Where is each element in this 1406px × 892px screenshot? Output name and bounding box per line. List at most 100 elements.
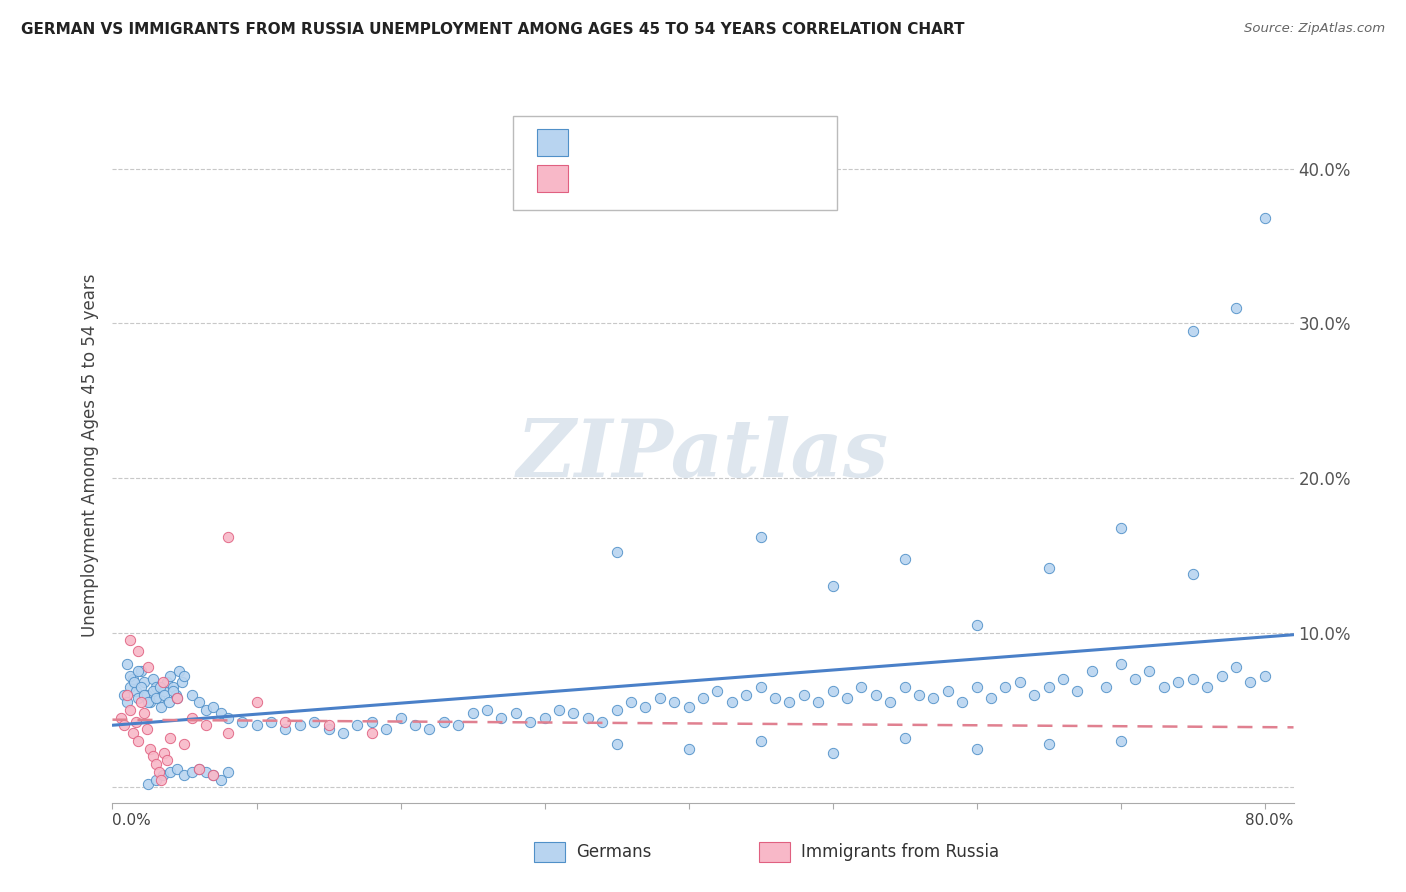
- Point: [115, 688, 138, 702]
- Point: [134, 675, 156, 690]
- Point: [1197, 680, 1219, 694]
- Point: [1181, 324, 1204, 338]
- Point: [591, 715, 613, 730]
- Point: [127, 644, 149, 658]
- Point: [115, 657, 138, 671]
- Point: [678, 741, 700, 756]
- Point: [1109, 520, 1132, 534]
- Point: [1052, 672, 1074, 686]
- Point: [142, 672, 165, 686]
- Point: [893, 551, 915, 566]
- Point: [692, 690, 714, 705]
- Point: [1153, 680, 1175, 694]
- Point: [274, 722, 297, 736]
- Text: N =: N =: [703, 169, 742, 187]
- Point: [118, 680, 141, 694]
- Point: [159, 764, 181, 779]
- Point: [418, 722, 440, 736]
- Point: [821, 579, 844, 593]
- Point: [153, 747, 176, 761]
- Point: [112, 688, 135, 702]
- Point: [505, 706, 527, 720]
- Point: [1181, 672, 1204, 686]
- Point: [375, 722, 398, 736]
- Point: [706, 684, 728, 698]
- Point: [1066, 684, 1088, 698]
- Point: [180, 764, 202, 779]
- Point: [548, 703, 571, 717]
- Point: [720, 695, 742, 709]
- Point: [136, 688, 159, 702]
- Point: [966, 680, 988, 694]
- Point: [274, 715, 297, 730]
- Point: [260, 715, 283, 730]
- Point: [148, 690, 170, 705]
- Point: [129, 665, 152, 679]
- Point: [1038, 737, 1060, 751]
- Point: [153, 688, 176, 702]
- Point: [195, 718, 218, 732]
- Point: [129, 680, 152, 694]
- Point: [166, 690, 188, 705]
- Point: [145, 690, 167, 705]
- Point: [606, 737, 628, 751]
- Point: [202, 768, 225, 782]
- Point: [533, 711, 555, 725]
- Point: [1095, 680, 1118, 694]
- Point: [180, 688, 202, 702]
- Point: [156, 752, 179, 766]
- Point: [148, 764, 170, 779]
- Point: [142, 749, 165, 764]
- Point: [173, 737, 195, 751]
- Point: [346, 718, 368, 732]
- Point: [202, 700, 225, 714]
- Point: [136, 722, 159, 736]
- Text: Source: ZipAtlas.com: Source: ZipAtlas.com: [1244, 22, 1385, 36]
- Point: [159, 669, 181, 683]
- Point: [360, 715, 382, 730]
- Point: [749, 680, 772, 694]
- Point: [138, 695, 160, 709]
- Point: [778, 695, 800, 709]
- Point: [157, 695, 180, 709]
- Point: [145, 680, 167, 694]
- Text: Germans: Germans: [576, 843, 652, 861]
- Point: [129, 695, 152, 709]
- Point: [245, 718, 267, 732]
- Text: 147: 147: [752, 134, 790, 152]
- Point: [121, 726, 143, 740]
- Point: [166, 690, 188, 705]
- Point: [152, 675, 174, 690]
- Point: [195, 764, 218, 779]
- Point: [749, 530, 772, 544]
- Point: [173, 768, 195, 782]
- Point: [134, 688, 156, 702]
- Point: [664, 695, 686, 709]
- Point: [167, 665, 190, 679]
- Point: [245, 695, 267, 709]
- Point: [1008, 675, 1031, 690]
- Point: [166, 762, 188, 776]
- Point: [1254, 669, 1277, 683]
- Point: [491, 711, 513, 725]
- Point: [1211, 669, 1233, 683]
- Text: ZIPatlas: ZIPatlas: [517, 417, 889, 493]
- Point: [187, 762, 209, 776]
- Point: [793, 688, 815, 702]
- Point: [1123, 672, 1146, 686]
- Point: [1038, 680, 1060, 694]
- Text: Immigrants from Russia: Immigrants from Russia: [801, 843, 1000, 861]
- Point: [134, 706, 156, 720]
- Point: [145, 757, 167, 772]
- Point: [950, 695, 973, 709]
- Point: [156, 675, 179, 690]
- Point: [879, 695, 901, 709]
- Point: [121, 672, 143, 686]
- Text: 34: 34: [752, 169, 783, 187]
- Point: [1167, 675, 1189, 690]
- Point: [620, 695, 643, 709]
- Point: [404, 718, 426, 732]
- Point: [150, 700, 173, 714]
- Point: [142, 684, 165, 698]
- Point: [851, 680, 873, 694]
